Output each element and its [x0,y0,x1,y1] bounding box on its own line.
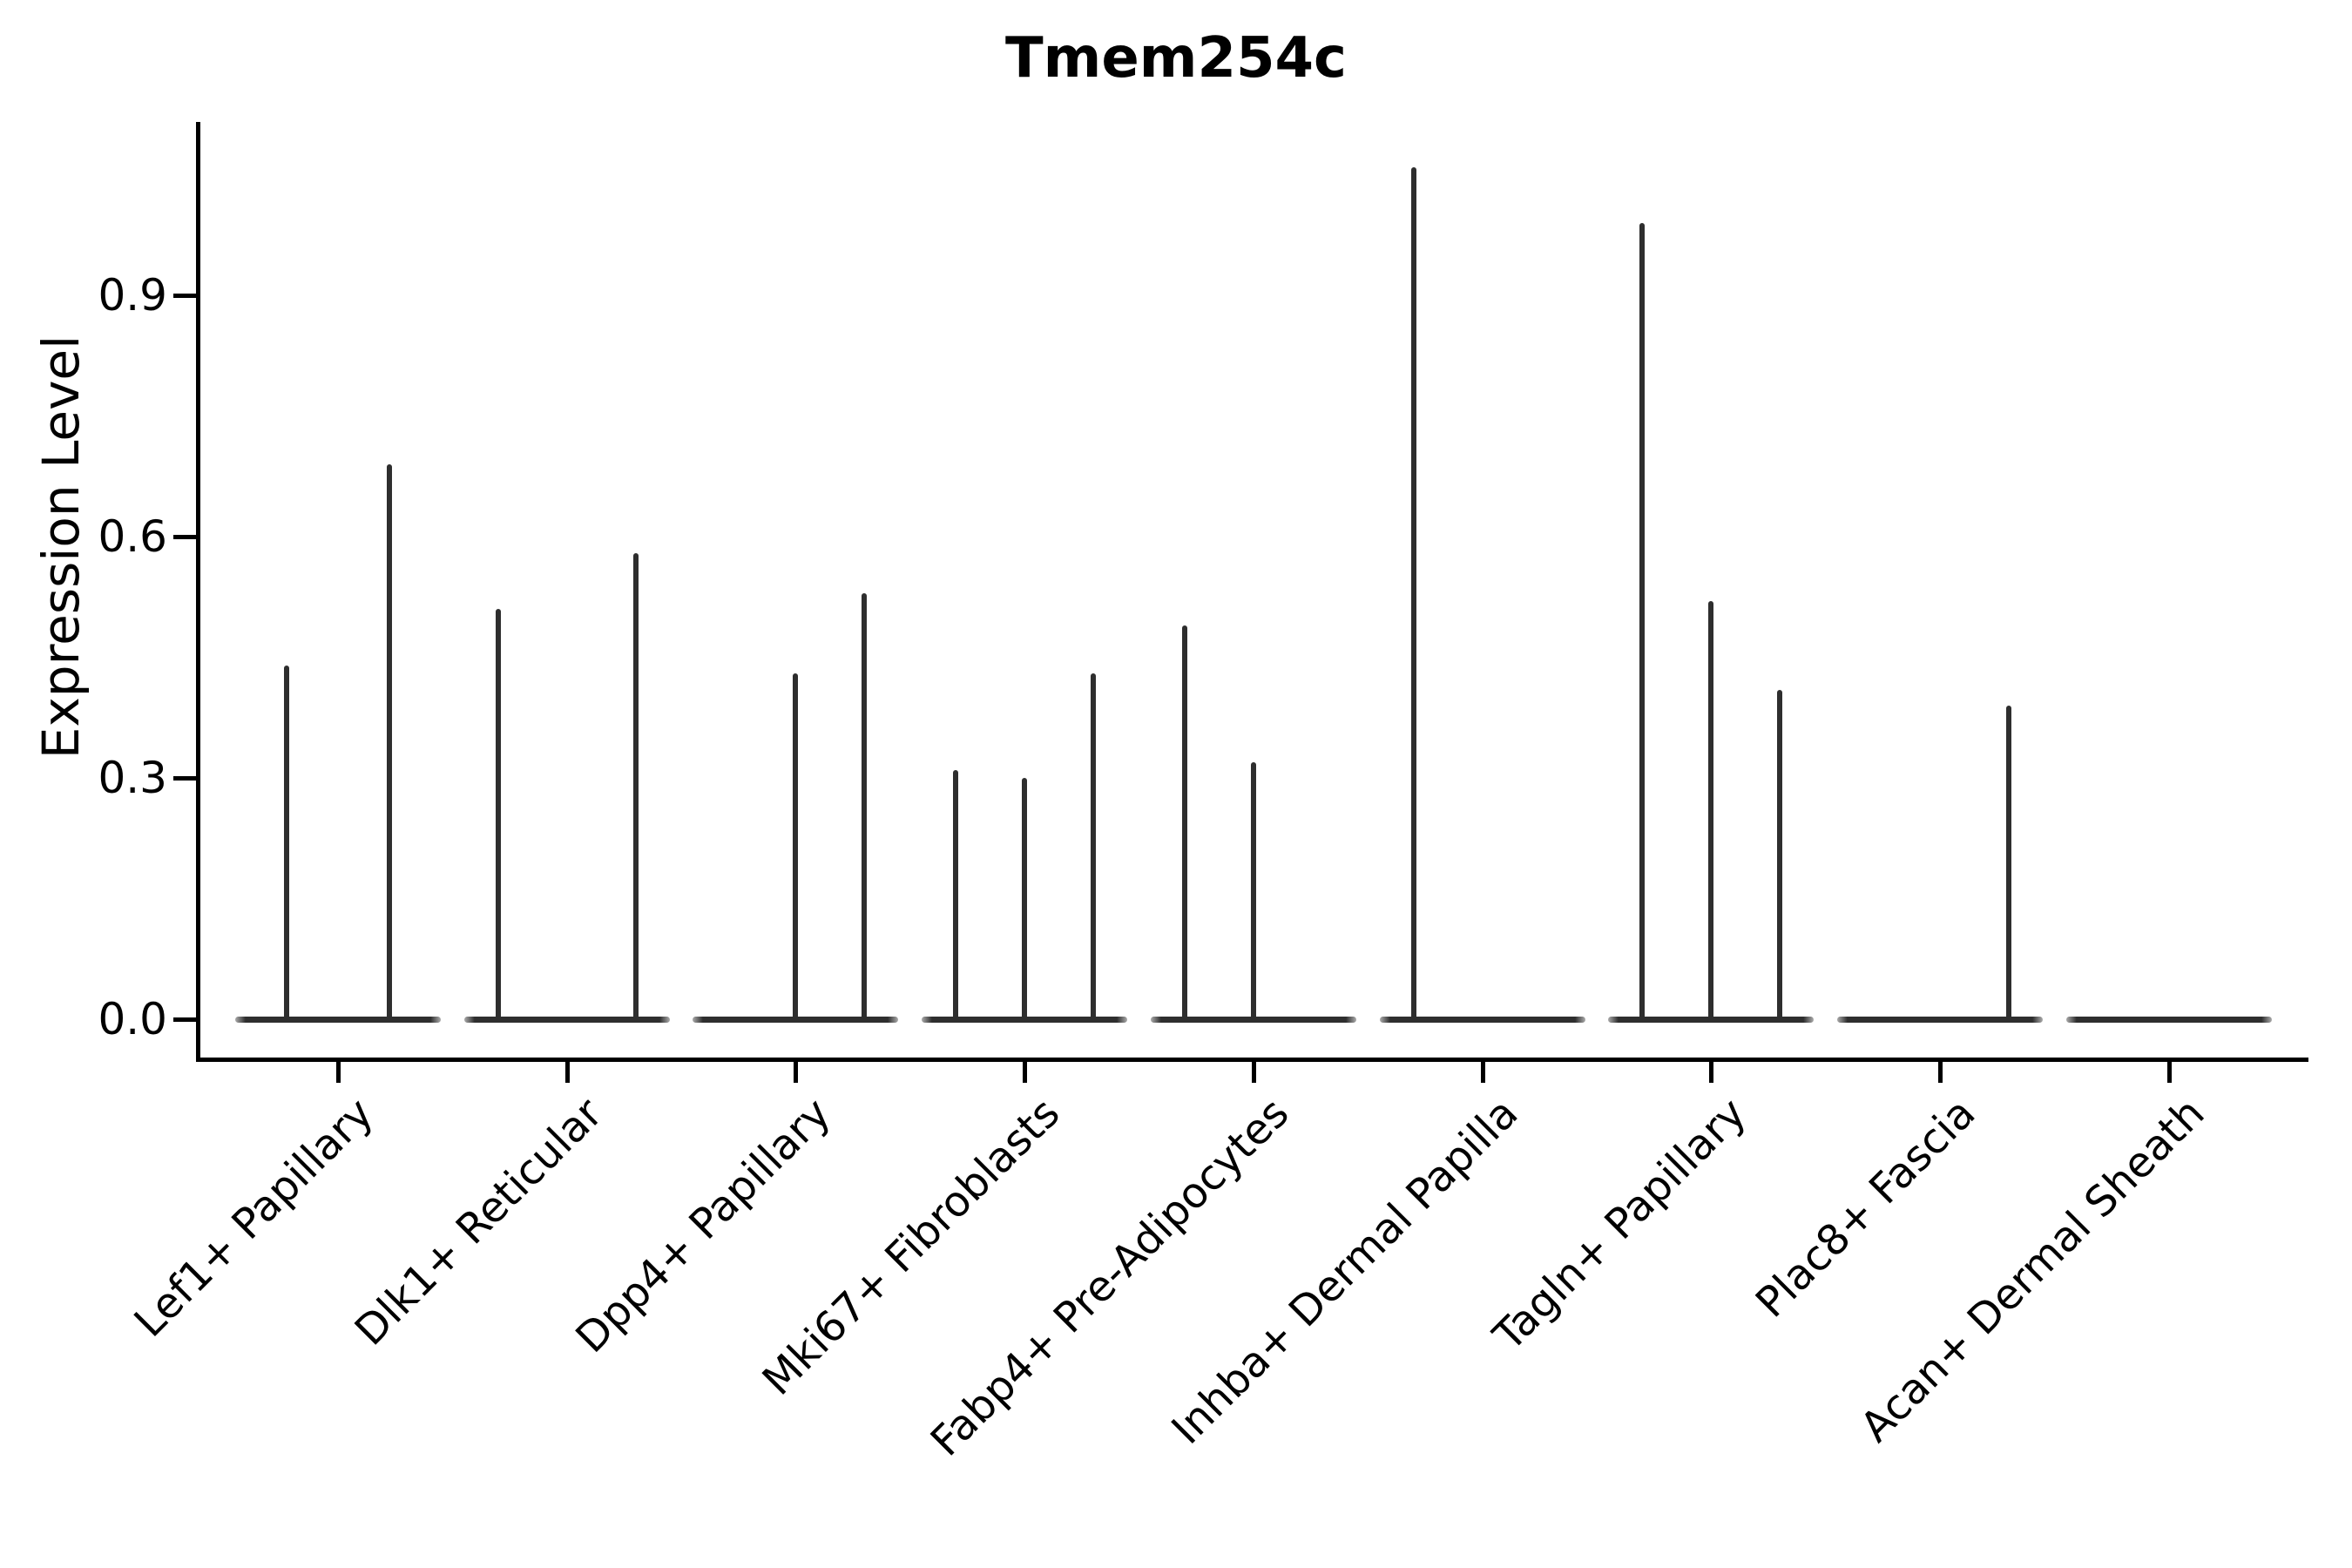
violin-base [463,1017,670,1023]
x-tick-mark [1709,1062,1714,1083]
violin-spike [1090,673,1096,1023]
y-tick-mark [173,535,196,540]
violin-base [1379,1017,1585,1023]
violin-spike [1181,625,1187,1023]
violin-spike [632,552,639,1023]
x-tick-label: Lef1+ Papillary [125,1088,383,1347]
chart-title: Tmem254c [1005,26,1347,91]
violin-spike [1022,778,1028,1023]
violin-spike [1410,166,1416,1023]
violin-spike [283,665,289,1023]
violin-spike [953,769,959,1023]
violin-spike [862,592,868,1023]
y-tick-label: 0.6 [98,511,167,563]
violin-base [235,1017,441,1023]
x-tick-mark [1937,1062,1943,1083]
x-tick-mark [564,1062,570,1083]
x-tick-mark [2166,1062,2172,1083]
x-axis-spine [196,1058,2308,1062]
x-tick-label: Tagln+ Papillary [1484,1088,1756,1361]
y-tick-label: 0.9 [98,270,167,321]
x-tick-mark [794,1062,799,1083]
violin-spike [793,673,799,1023]
x-tick-label: Plac8+ Fascia [1746,1088,1985,1328]
violin-base [2065,1017,2272,1023]
violin-spike [1708,601,1714,1023]
violin-spike [2005,706,2011,1023]
violin-spike [495,609,501,1023]
y-tick-mark [173,1017,196,1022]
y-tick-label: 0.3 [98,753,167,804]
violin-spike [1250,761,1256,1023]
x-tick-mark [1023,1062,1028,1083]
y-axis-spine [196,122,200,1062]
violin-spike [1639,223,1646,1023]
x-tick-mark [336,1062,341,1083]
x-tick-mark [1251,1062,1256,1083]
violin-spike [387,464,393,1023]
y-tick-mark [173,294,196,299]
y-tick-label: 0.0 [98,994,167,1044]
x-tick-label: Dpp4+ Papillary [566,1088,841,1362]
y-tick-mark [173,776,196,781]
violin-base [1836,1017,2043,1023]
x-tick-mark [1480,1062,1485,1083]
x-tick-label: Dlk1+ Reticular [345,1088,612,1355]
violin-spike [1777,689,1782,1023]
